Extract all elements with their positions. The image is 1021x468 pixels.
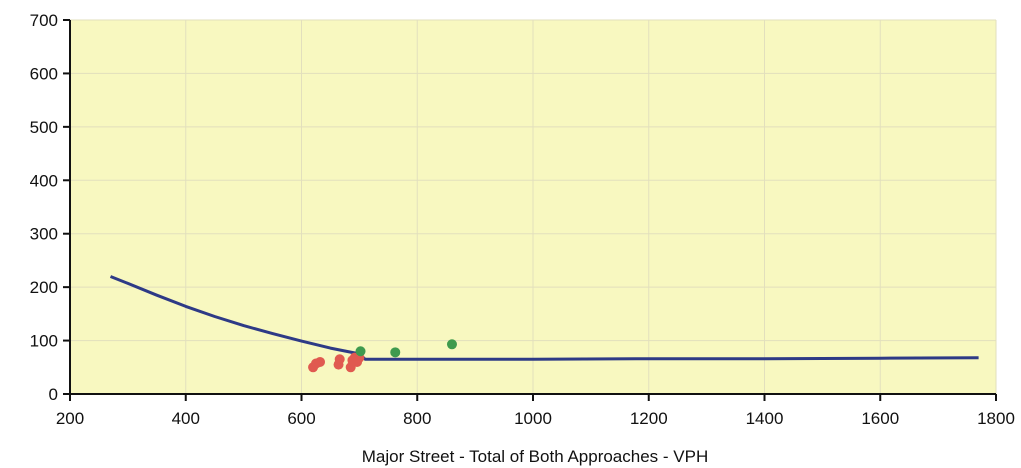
data-point bbox=[334, 354, 345, 365]
x-tick-label: 1800 bbox=[977, 409, 1015, 428]
grid bbox=[70, 19, 997, 394]
data-point bbox=[355, 346, 366, 357]
y-tick-label: 700 bbox=[30, 11, 58, 30]
data-point bbox=[390, 347, 401, 358]
x-tick-label: 1400 bbox=[746, 409, 784, 428]
y-tick-label: 400 bbox=[30, 171, 58, 190]
y-tick-label: 200 bbox=[30, 278, 58, 297]
data-point bbox=[315, 356, 326, 367]
axes: 0 100 200 300 400 500 600 700 200 400 600 800 1000 12… bbox=[30, 11, 1015, 428]
x-tick-label: 200 bbox=[56, 409, 84, 428]
threshold-curve bbox=[109, 275, 979, 361]
y-tick-label: 100 bbox=[30, 332, 58, 351]
x-tick-label: 1200 bbox=[630, 409, 668, 428]
threshold-curve-layer bbox=[109, 275, 979, 361]
x-tick-label: 600 bbox=[287, 409, 315, 428]
data-points-layer bbox=[308, 339, 457, 373]
x-tick-label: 1000 bbox=[514, 409, 552, 428]
x-tick-label: 400 bbox=[172, 409, 200, 428]
data-point bbox=[446, 339, 457, 350]
x-tick-label: 1600 bbox=[861, 409, 899, 428]
y-tick-label: 0 bbox=[49, 385, 58, 404]
y-tick-label: 300 bbox=[30, 225, 58, 244]
x-tick-label: 800 bbox=[403, 409, 431, 428]
y-tick-label: 500 bbox=[30, 118, 58, 137]
y-tick-label: 600 bbox=[30, 64, 58, 83]
x-axis-title: Major Street - Total of Both Approaches … bbox=[362, 447, 708, 466]
